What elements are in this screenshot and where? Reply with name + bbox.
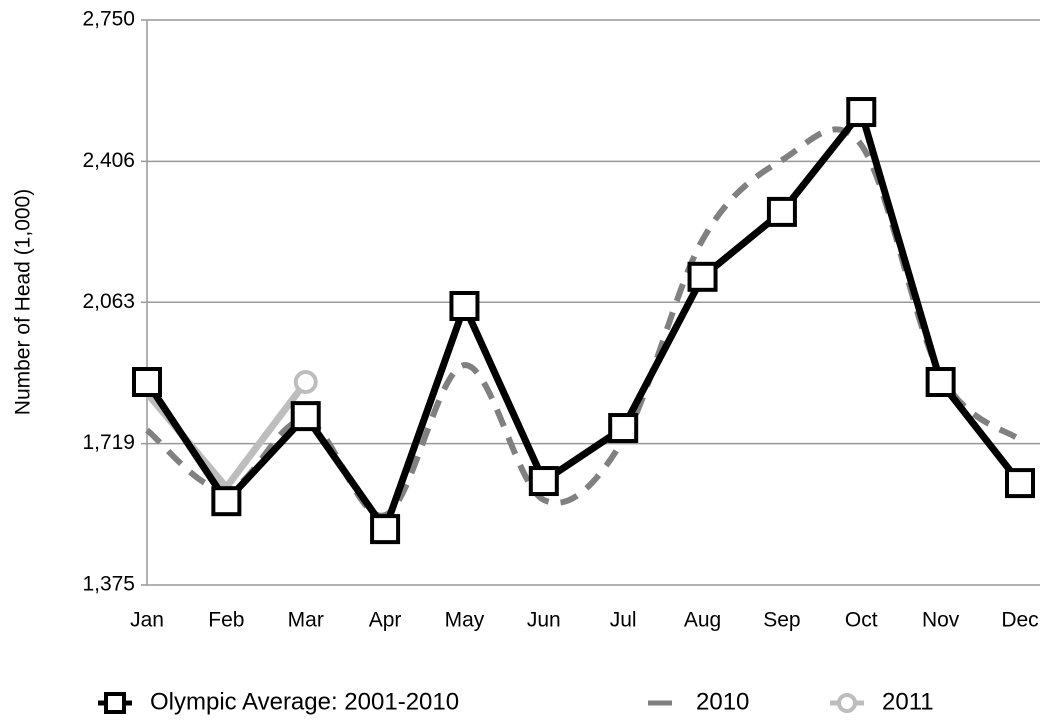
x-tick-label: Feb (208, 609, 244, 632)
point-marker (293, 370, 318, 395)
legend-label: 2011 (882, 688, 934, 715)
point-marker (846, 97, 877, 128)
point-marker (766, 196, 797, 227)
x-tick-label: Jan (130, 609, 164, 632)
x-tick-label: Nov (922, 609, 960, 632)
point-marker (290, 401, 321, 432)
legend-item: Olympic Average: 2001-2010 (98, 688, 459, 715)
y-axis-label: Number of Head (1,000) (12, 189, 35, 415)
x-tick-label: Jun (527, 609, 561, 632)
y-tick-label: 2,406 (82, 149, 135, 172)
x-tick-label: Mar (288, 609, 324, 632)
point-marker (687, 261, 718, 292)
point-marker (1005, 468, 1035, 499)
y-tick-label: 2,750 (82, 8, 135, 31)
y-tick-label: 1,719 (82, 431, 135, 454)
y-tick-label: 1,375 (82, 573, 135, 596)
legend-swatch (837, 693, 857, 713)
point-marker (528, 466, 559, 497)
legend-item: 2010 (648, 688, 749, 715)
x-tick-label: Jul (610, 609, 637, 632)
legend-label: 2010 (696, 688, 749, 715)
point-marker (370, 514, 401, 545)
y-tick-label: 2,063 (82, 290, 135, 313)
x-tick-label: May (445, 609, 485, 632)
legend-label: Olympic Average: 2001-2010 (150, 688, 459, 715)
x-tick-label: Aug (684, 609, 721, 632)
point-marker (449, 290, 480, 321)
point-marker (608, 413, 639, 444)
point-marker (925, 367, 956, 398)
x-tick-label: Sep (763, 609, 800, 632)
point-marker (211, 486, 242, 517)
series-line (144, 108, 1023, 533)
point-marker (132, 367, 162, 398)
legend-item: 2011 (830, 688, 934, 715)
x-tick-label: Oct (845, 609, 878, 632)
legend-swatch (104, 692, 126, 714)
x-tick-label: Apr (369, 609, 402, 632)
x-tick-label: Dec (1001, 609, 1038, 632)
